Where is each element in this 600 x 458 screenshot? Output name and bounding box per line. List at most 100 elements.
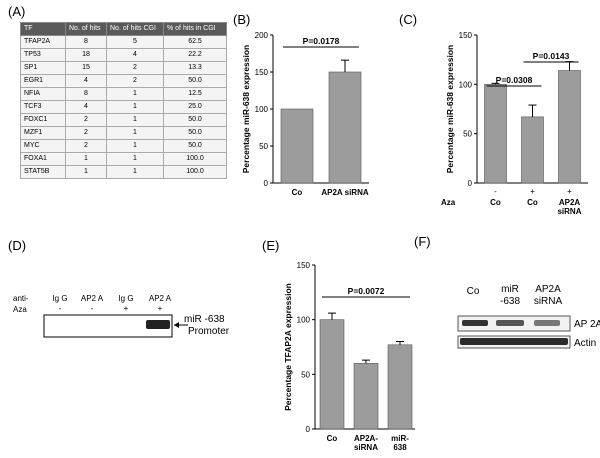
tf-table-cell: 2	[65, 126, 107, 140]
chart-c: 0 50 100 150 Percentage miR-638 expression Co…	[441, 31, 588, 216]
gel-band	[146, 320, 170, 329]
tf-table-cell: 50.0	[163, 113, 227, 127]
tf-table-row: SP1 15 2 13.3	[20, 61, 227, 75]
p-value-label: P=0.0143	[533, 51, 570, 61]
tf-table-cell: NFIA	[20, 87, 66, 101]
category-label: siRNA	[354, 443, 378, 452]
tf-table-cell: 8	[65, 35, 107, 49]
band-label: miR -638	[184, 314, 225, 325]
y-tick-label: 50	[259, 142, 268, 151]
category-label: AP2A	[559, 198, 581, 207]
category-label: 638	[393, 443, 407, 452]
category-label: miR-	[391, 434, 409, 443]
y-tick-label: 50	[301, 370, 310, 379]
y-axis-label: Percentage miR-638 expression	[445, 45, 455, 174]
aza-row-label: Aza	[13, 305, 27, 314]
category-label: Co	[490, 198, 501, 207]
band-label: Promoter	[188, 326, 230, 337]
tf-table-row: TCF3 4 1 25.0	[20, 100, 227, 114]
tf-table-cell: 12.5	[163, 87, 227, 101]
blot-band	[460, 338, 568, 345]
panel-d-label: (D)	[8, 238, 27, 253]
tf-table-cell: TCF3	[20, 100, 66, 114]
aza-sign: +	[530, 187, 535, 196]
panel-a-label: (A)	[8, 4, 26, 19]
tf-table-cell: 5	[106, 35, 164, 49]
y-tick-label: 150	[255, 68, 269, 77]
panel-b-label: (B)	[233, 12, 251, 27]
panel-e-label: (E)	[262, 238, 280, 253]
tf-table-cell: 1	[65, 152, 107, 166]
y-tick-label: 200	[255, 31, 269, 40]
tf-table-cell: 25.0	[163, 100, 227, 114]
tf-table-cell: 1	[106, 87, 164, 101]
lane-label: AP2A	[535, 284, 561, 295]
bar	[353, 363, 379, 430]
tf-table-cell: TFAP2A	[20, 35, 66, 49]
y-tick-label: 150	[459, 31, 473, 40]
bar	[319, 319, 345, 430]
tf-table: TF No. of hits No. of hits CGI % of hits…	[20, 22, 227, 179]
lane-label: Co	[467, 286, 480, 297]
tf-table-cell: 100.0	[163, 152, 227, 166]
p-value-label: P=0.0308	[496, 75, 533, 85]
tf-header-cell: % of hits in CGI	[163, 22, 227, 36]
tf-table-row: MYC 2 1 50.0	[20, 139, 227, 153]
tf-table-cell: 13.3	[163, 61, 227, 75]
tf-table-row: MZF1 2 1 50.0	[20, 126, 227, 140]
tf-table-cell: 2	[65, 139, 107, 153]
aza-label: Aza	[441, 198, 456, 207]
aza-sign: +	[158, 304, 163, 313]
tf-table-row: STAT5B 1 1 100.0	[20, 165, 227, 179]
lane-label: siRNA	[534, 296, 563, 307]
lane-label: -638	[500, 296, 520, 307]
tf-table-cell: FOXA1	[20, 152, 66, 166]
category-label: AP2A-	[354, 434, 378, 443]
tf-table-cell: 4	[65, 100, 107, 114]
tf-table-cell: SP1	[20, 61, 66, 75]
bar	[387, 344, 413, 430]
tf-table-cell: FOXC1	[20, 113, 66, 127]
y-tick-label: 0	[306, 425, 311, 434]
aza-sign: +	[567, 187, 572, 196]
tf-table-cell: 1	[106, 126, 164, 140]
tf-table-cell: 50.0	[163, 126, 227, 140]
y-tick-label: 100	[297, 316, 311, 325]
anti-label: anti-	[13, 294, 29, 303]
blot-label: AP 2A	[574, 319, 600, 330]
p-value-label: P=0.0072	[348, 286, 385, 296]
tf-table-cell: 100.0	[163, 165, 227, 179]
chart-e: 0 50 100 150 Percentage TFAP2A expression Co A…	[283, 261, 415, 452]
category-label: Co	[292, 188, 303, 197]
category-label: siRNA	[557, 207, 581, 216]
tf-table-cell: EGR1	[20, 74, 66, 88]
tf-table-row: FOXA1 1 1 100.0	[20, 152, 227, 166]
p-value-label: P=0.0178	[303, 36, 340, 46]
lane-label: AP2 A	[149, 294, 172, 303]
category-label: AP2A siRNA	[321, 188, 368, 197]
blot-band	[462, 320, 488, 326]
aza-sign: -	[91, 304, 94, 313]
aza-sign: -	[494, 187, 497, 196]
western-blot: Co miR -638 AP2A siRNA AP 2A Actin	[457, 284, 600, 349]
bar	[484, 84, 507, 184]
blot-band	[496, 320, 524, 326]
arrowhead-icon	[174, 322, 179, 328]
tf-table-row: FOXC1 2 1 50.0	[20, 113, 227, 127]
aza-sign: -	[59, 304, 62, 313]
tf-table-cell: STAT5B	[20, 165, 66, 179]
tf-table-cell: 2	[106, 74, 164, 88]
tf-table-row: EGR1 4 2 50.0	[20, 74, 227, 88]
tf-table-cell: 4	[65, 74, 107, 88]
tf-table-header: TF No. of hits No. of hits CGI % of hits…	[20, 22, 227, 36]
aza-sign: +	[124, 304, 129, 313]
tf-header-cell: TF	[20, 22, 66, 36]
bar	[558, 70, 581, 184]
tf-table-cell: 4	[106, 48, 164, 62]
blot-band	[534, 320, 560, 326]
category-label: Co	[327, 434, 338, 443]
y-tick-label: 50	[463, 130, 472, 139]
tf-table-cell: 2	[65, 113, 107, 127]
y-tick-label: 0	[264, 179, 269, 188]
y-tick-label: 100	[255, 105, 269, 114]
